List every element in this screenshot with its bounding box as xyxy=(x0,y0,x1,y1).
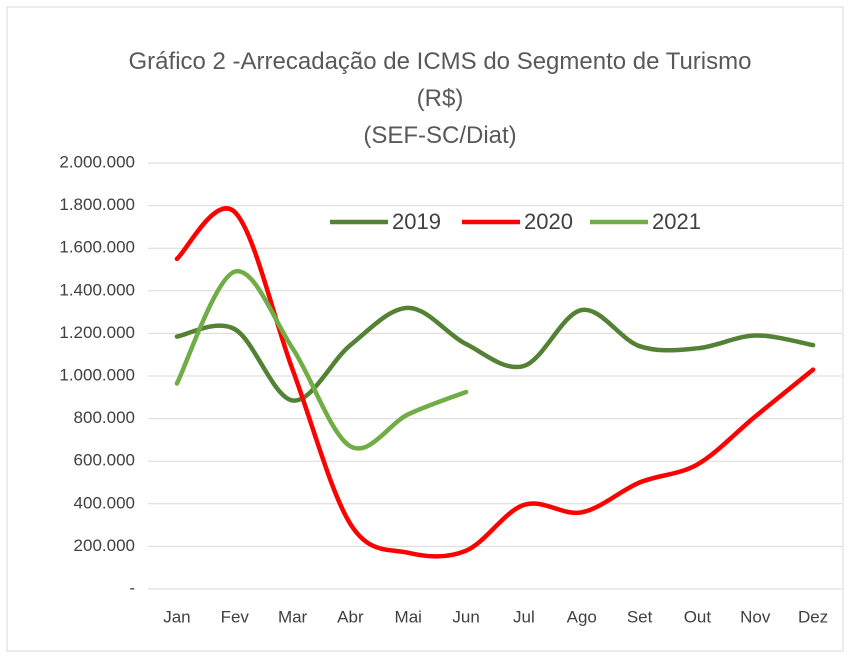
y-tick-label: 200.000 xyxy=(74,536,135,555)
x-tick-label: Nov xyxy=(740,607,771,626)
y-tick-label: 600.000 xyxy=(74,451,135,470)
legend-label: 2019 xyxy=(392,209,441,234)
y-tick-label: 400.000 xyxy=(74,493,135,512)
line-series xyxy=(174,305,816,403)
y-tick-label: 1.600.000 xyxy=(59,238,135,257)
legend-label: 2020 xyxy=(524,209,573,234)
y-tick-label: 1.800.000 xyxy=(59,195,135,214)
chart-title: Gráfico 2 -Arrecadação de ICMS do Segmen… xyxy=(128,48,752,112)
chart-subtitle: (SEF-SC/Diat) xyxy=(363,122,517,149)
y-tick-label: - xyxy=(129,578,135,597)
line-series xyxy=(174,206,816,559)
x-tick-label: Mai xyxy=(395,607,422,626)
chart-border xyxy=(6,6,844,652)
line-series xyxy=(174,269,469,451)
x-tick-label: Out xyxy=(684,607,712,626)
x-tick-label: Mar xyxy=(278,607,308,626)
x-tick-label: Jul xyxy=(513,607,535,626)
x-tick-label: Abr xyxy=(337,607,364,626)
x-tick-label: Fev xyxy=(221,607,250,626)
x-tick-label: Jan xyxy=(163,607,190,626)
y-tick-label: 1.000.000 xyxy=(59,365,135,384)
y-tick-label: 1.200.000 xyxy=(59,323,135,342)
x-tick-label: Set xyxy=(627,607,653,626)
x-tick-label: Ago xyxy=(567,607,597,626)
x-tick-label: Dez xyxy=(798,607,828,626)
y-tick-label: 1.400.000 xyxy=(59,280,135,299)
y-tick-label: 2.000.000 xyxy=(59,152,135,171)
legend-label: 2021 xyxy=(652,209,701,234)
y-tick-label: 800.000 xyxy=(74,408,135,427)
x-tick-label: Jun xyxy=(452,607,479,626)
